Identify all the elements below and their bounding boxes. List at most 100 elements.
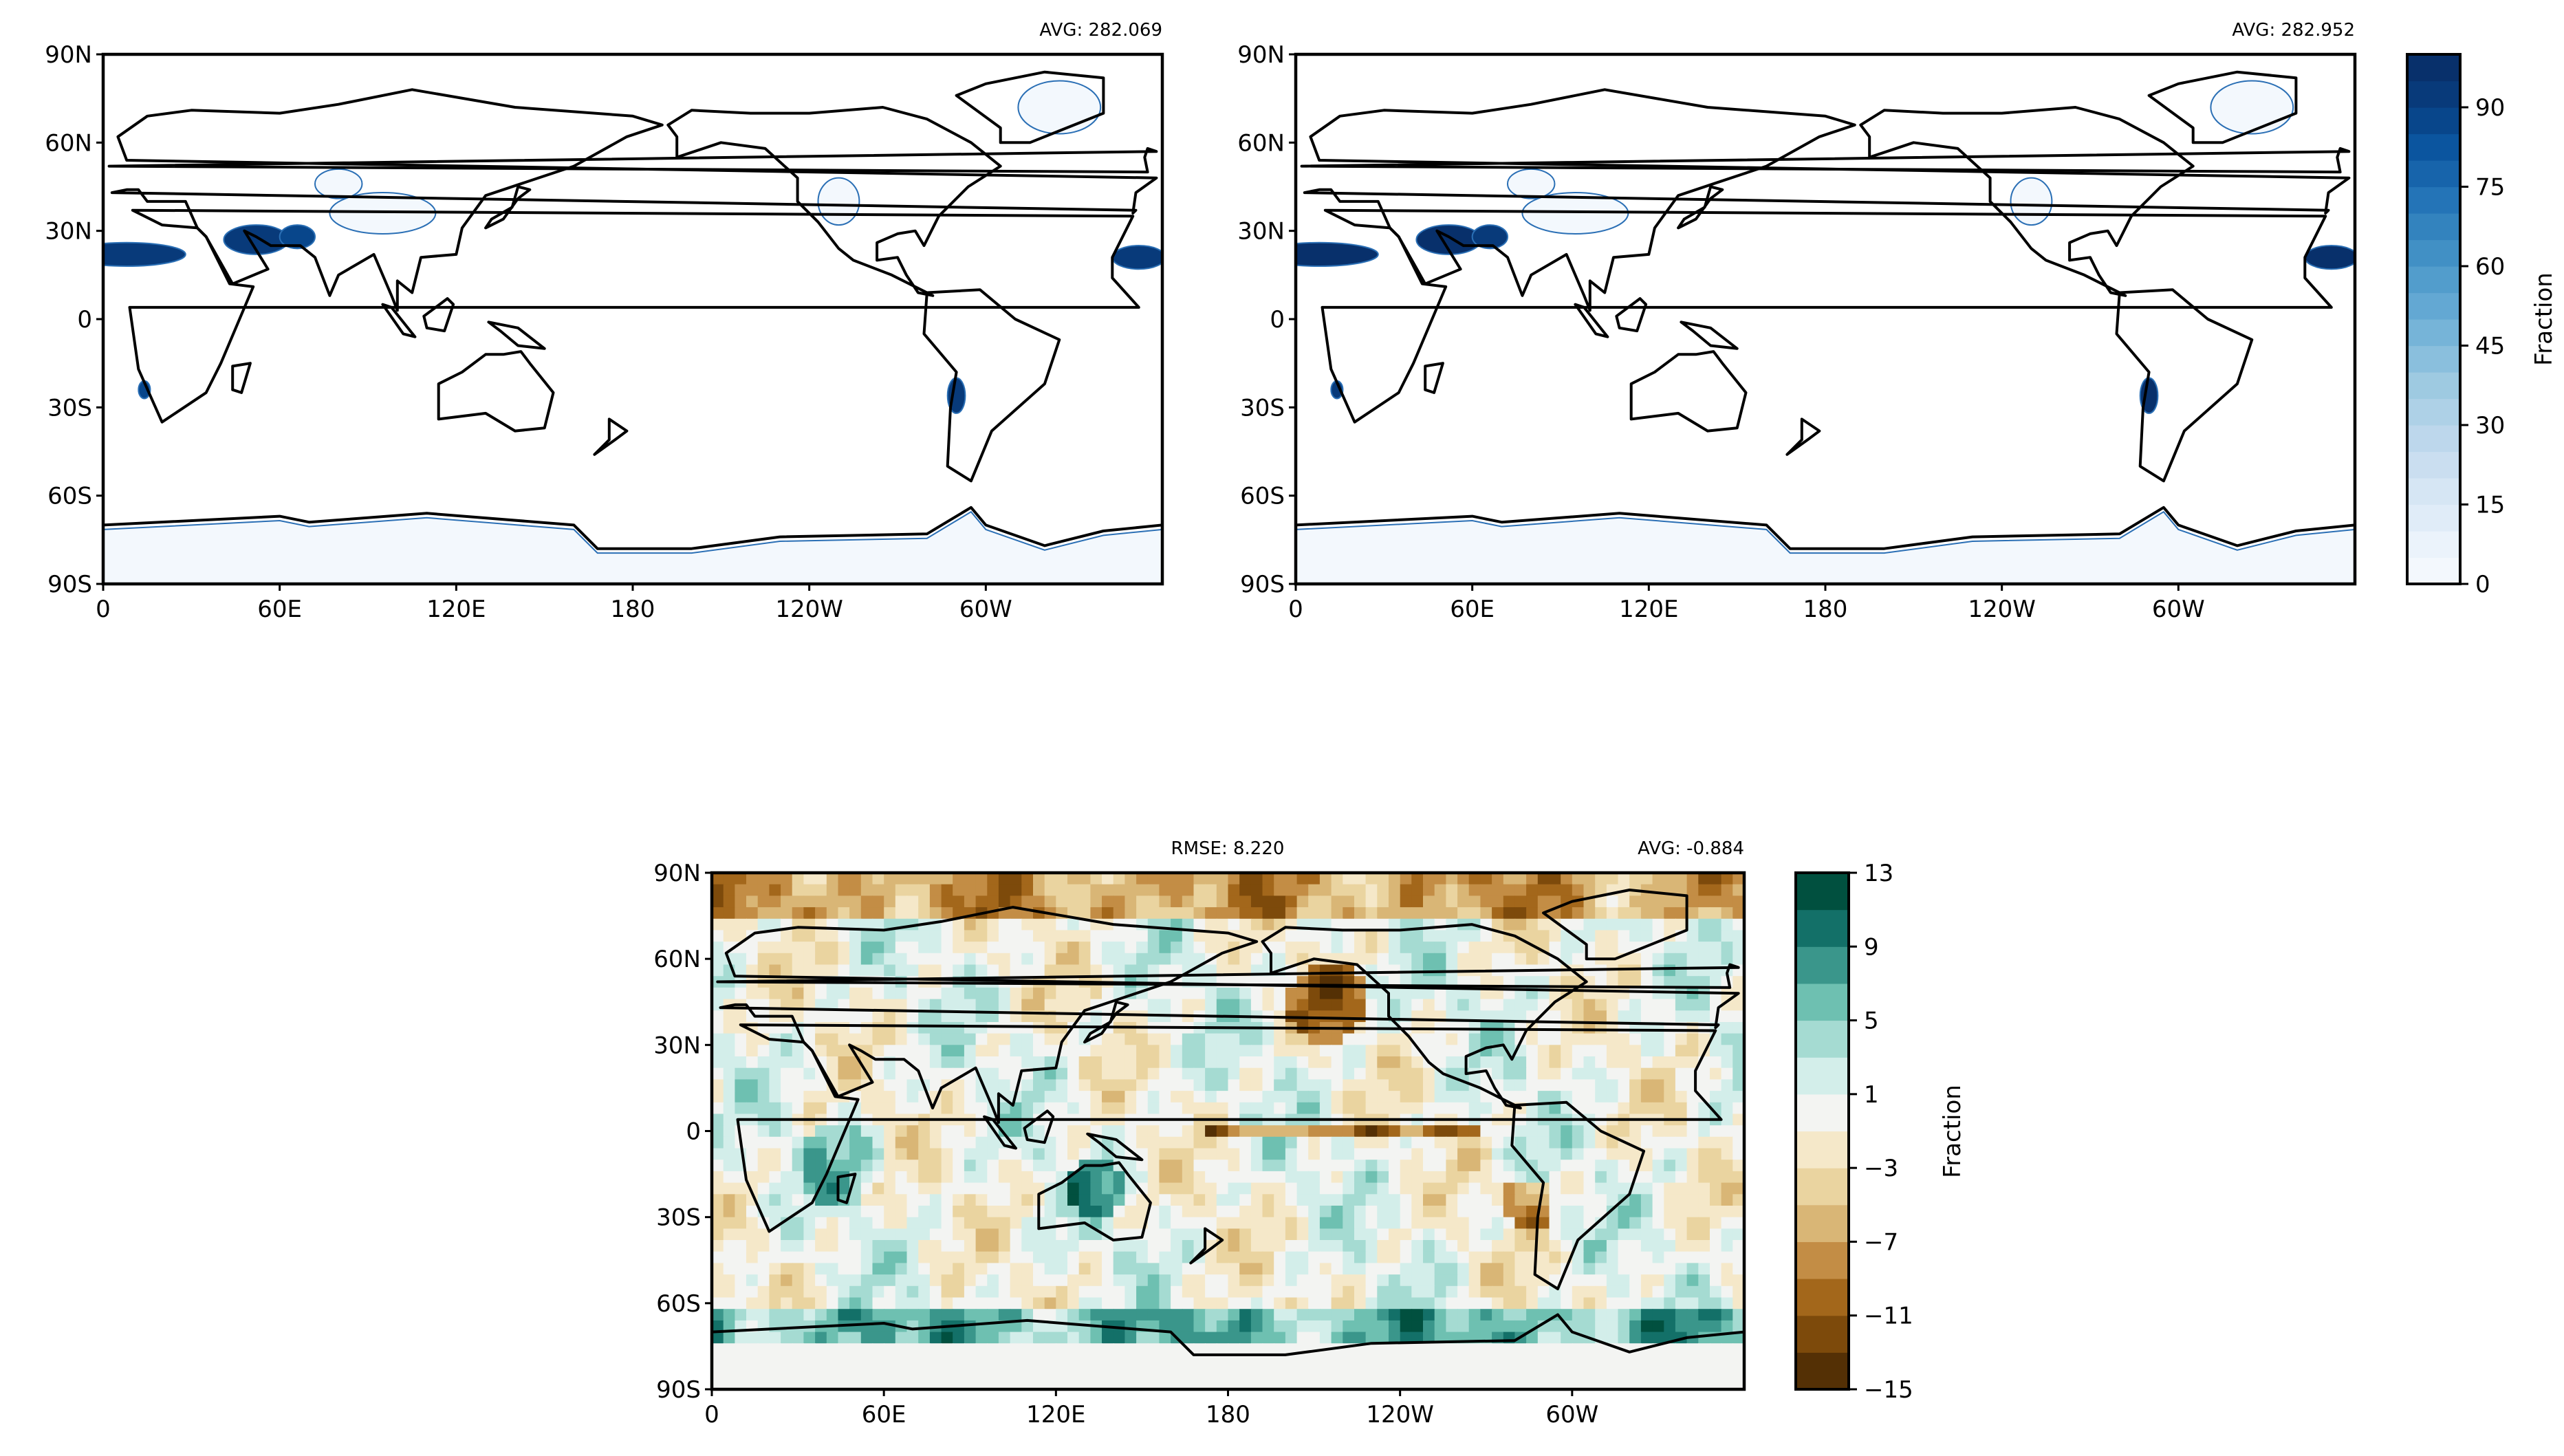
field-cell	[723, 884, 736, 897]
field-cell	[906, 1206, 919, 1218]
field-cell	[746, 1285, 759, 1299]
field-cell	[803, 1366, 816, 1379]
field-cell	[1629, 1067, 1642, 1080]
field-cell	[1250, 1228, 1263, 1241]
field-cell	[1296, 1182, 1310, 1195]
field-cell	[1319, 1320, 1332, 1333]
field-cell	[1113, 895, 1126, 908]
field-cell	[1193, 895, 1206, 908]
field-cell	[1205, 1378, 1217, 1389]
field-cell	[1159, 1160, 1171, 1172]
field-cell	[1526, 1136, 1539, 1149]
field-cell	[735, 907, 747, 920]
field-cell	[1308, 884, 1321, 897]
field-cell	[838, 930, 850, 942]
field-cell	[746, 1136, 759, 1149]
field-cell	[1618, 1160, 1630, 1172]
field-cell	[1343, 1136, 1355, 1149]
field-cell	[1698, 1263, 1710, 1275]
field-cell	[1526, 1045, 1539, 1057]
field-cell	[1595, 895, 1607, 908]
field-cell	[1640, 1067, 1653, 1080]
field-cell	[964, 1102, 977, 1115]
field-cell	[1618, 918, 1630, 931]
field-cell	[1549, 1045, 1561, 1057]
field-cell	[849, 895, 862, 908]
field-cell	[1377, 1033, 1389, 1046]
field-cell	[1549, 873, 1561, 885]
field-cell	[1113, 1033, 1126, 1046]
field-cell	[1710, 1228, 1722, 1241]
field-cell	[1583, 1206, 1596, 1218]
field-cell	[872, 907, 884, 920]
field-cell	[1159, 1354, 1171, 1367]
coastline-greenland	[511, 890, 655, 959]
field-cell	[860, 895, 873, 908]
field-cell	[860, 987, 873, 1000]
field-cell	[1296, 1125, 1310, 1138]
field-cell	[1147, 999, 1160, 1012]
field-cell	[849, 1285, 862, 1299]
field-cell	[929, 1194, 942, 1206]
field-cell	[1400, 999, 1413, 1012]
field-cell	[1296, 1206, 1310, 1218]
field-cell	[1423, 1079, 1435, 1091]
field-cell	[906, 1136, 919, 1149]
field-cell	[1239, 1136, 1252, 1149]
field-cell	[1296, 1171, 1310, 1184]
field-cell	[1365, 1148, 1378, 1160]
field-cell	[941, 1045, 954, 1057]
field-cell	[1640, 1332, 1653, 1345]
field-cell	[1228, 1263, 1240, 1275]
field-cell	[803, 1148, 816, 1160]
field-cell	[941, 1160, 954, 1172]
field-cell	[723, 895, 736, 908]
field-cell	[1365, 1297, 1378, 1310]
field-cell	[1147, 1228, 1160, 1241]
field-cell	[1102, 884, 1114, 897]
field-cell	[1549, 1160, 1561, 1172]
field-cell	[1526, 1056, 1539, 1069]
field-cell	[1343, 895, 1355, 908]
coastlines	[103, 70, 1162, 550]
field-cell	[769, 930, 781, 942]
field-cell	[929, 1366, 942, 1379]
field-cell	[1675, 1274, 1688, 1287]
field-cell	[1492, 1366, 1504, 1379]
field-cell	[1010, 1251, 1023, 1264]
field-cell	[895, 1079, 908, 1091]
y-tick-label: 30N	[653, 1032, 701, 1059]
field-cell	[906, 964, 919, 977]
field-cell	[1182, 1079, 1195, 1091]
field-cell	[1136, 1240, 1149, 1252]
field-cell	[712, 930, 724, 942]
field-cell	[1618, 1217, 1630, 1230]
field-cell	[1056, 1240, 1068, 1252]
field-cell	[1572, 1171, 1585, 1184]
field-cell	[1308, 930, 1321, 942]
field-cell	[1296, 1102, 1310, 1115]
field-cell	[1561, 1354, 1573, 1367]
field-cell	[1434, 1251, 1447, 1264]
field-cell	[1354, 1091, 1367, 1103]
field-cell	[1606, 1320, 1619, 1333]
field-cell	[1044, 1297, 1057, 1310]
field-cell	[884, 1067, 896, 1080]
field-cell	[906, 873, 919, 885]
field-cell	[964, 1343, 977, 1356]
field-cell	[1021, 1022, 1034, 1034]
field-cell	[1400, 1217, 1413, 1230]
colorbar-frame	[1794, 871, 1850, 1391]
field-cell	[1468, 1056, 1481, 1069]
field-cell	[1044, 930, 1057, 942]
field-cell	[712, 953, 724, 966]
field-cell	[1010, 1171, 1023, 1184]
colorbar-segment	[1796, 873, 1849, 911]
field-cell	[1732, 1148, 1744, 1160]
field-cell	[1583, 873, 1596, 885]
coastline-africa	[1770, 1025, 2564, 1231]
field-cell	[781, 1045, 793, 1057]
field-cell	[1113, 907, 1126, 920]
field-cell	[1090, 1297, 1102, 1310]
field-cell	[1021, 884, 1034, 897]
